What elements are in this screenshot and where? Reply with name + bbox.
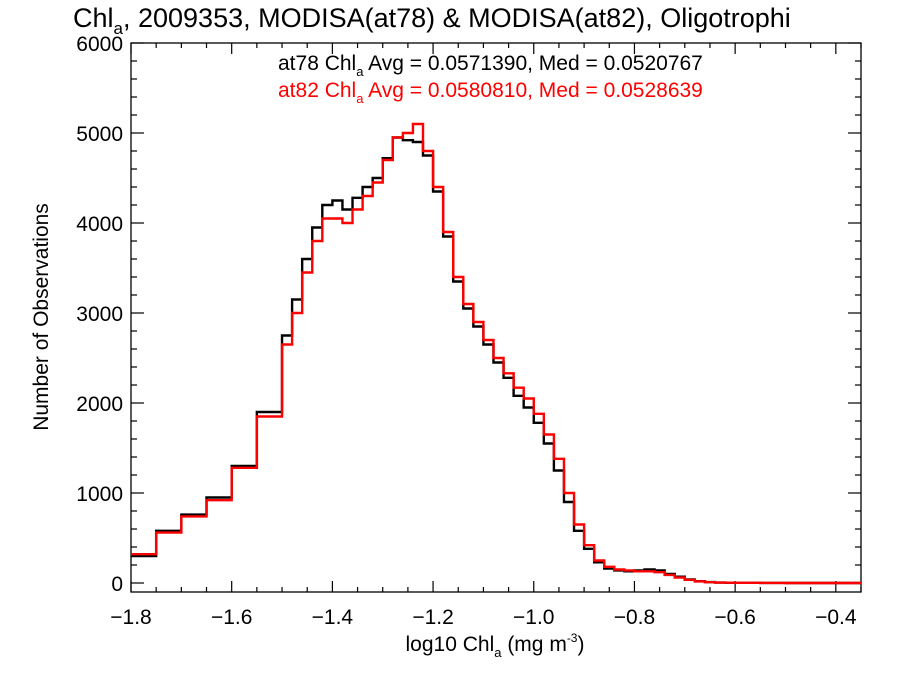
y-axis-label: Number of Observations — [30, 203, 53, 431]
legend-entry-at78: at78 Chla Avg = 0.0571390, Med = 0.05207… — [278, 52, 703, 79]
y-tick-label: 2000 — [76, 393, 123, 416]
y-tick-label: 3000 — [76, 303, 123, 326]
x-tick-label: −1.2 — [412, 606, 453, 629]
y-tick-label: 4000 — [76, 213, 123, 236]
y-tick-label: 1000 — [76, 483, 123, 506]
axis-tick-labels: −1.8 −1.6 −1.4 −1.2 −1.0 −0.8 −0.6 −0.4 0 1000 200… — [76, 33, 857, 629]
chart-title-subscript: a — [114, 19, 124, 38]
x-tick-label: −0.6 — [714, 606, 755, 629]
x-tick-label: −0.8 — [614, 606, 655, 629]
series-at82-line — [131, 122, 861, 585]
series-group — [131, 122, 861, 585]
x-tick-label: −0.4 — [815, 606, 857, 629]
series-at78-line — [131, 136, 861, 585]
x-axis-label: log10 Chla (mg m-3) — [406, 631, 585, 660]
y-tick-label: 0 — [111, 573, 123, 596]
x-tick-label: −1.8 — [110, 606, 151, 629]
y-tick-label: 5000 — [76, 123, 123, 146]
plot-frame — [130, 42, 862, 593]
legend-entry-at82: at82 Chla Avg = 0.0580810, Med = 0.05286… — [278, 79, 703, 106]
chart-title: Chla, 2009353, MODISA(at78) & MODISA(at8… — [73, 3, 791, 38]
y-tick-label: 6000 — [76, 33, 123, 56]
x-tick-label: −1.4 — [312, 606, 354, 629]
axis-ticks — [130, 42, 862, 592]
chart-title-rest: , 2009353, MODISA(at78) & MODISA(at82), … — [123, 3, 791, 33]
x-tick-label: −1.6 — [211, 606, 252, 629]
x-tick-label: −1.0 — [513, 606, 554, 629]
chart-title-prefix: Chl — [73, 3, 114, 33]
